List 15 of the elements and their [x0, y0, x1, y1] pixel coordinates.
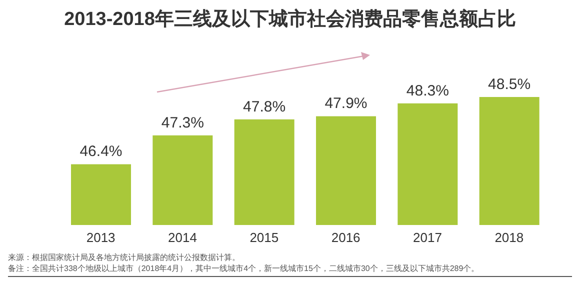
x-tick-label: 2017 — [413, 230, 442, 246]
x-tick-label: 2016 — [331, 230, 360, 246]
x-tick-label: 2013 — [86, 230, 116, 246]
data-label: 48.3% — [406, 82, 449, 100]
chart-title: 2013-2018年三线及以下城市社会消费品零售总额占比 — [63, 8, 517, 32]
data-label: 47.9% — [324, 95, 368, 112]
data-label: 48.5% — [488, 76, 531, 93]
source-note: 来源：根据国家统计局及各地方统计局披露的统计公报数据计算。 — [8, 252, 241, 263]
text: 备注：全国共计338个地级以上城市（2018年4月），其中一线城市4个，新一线城市15个，二线城市30个，三线及以下城市共289个。 — [8, 263, 480, 274]
data-label: 47.8% — [243, 98, 286, 116]
data-label: 46.4% — [80, 143, 122, 160]
x-tick-label: 2018 — [494, 230, 524, 246]
x-tick-label: 2014 — [168, 230, 197, 246]
data-label: 47.3% — [161, 114, 204, 132]
x-tick-label: 2015 — [250, 230, 279, 246]
